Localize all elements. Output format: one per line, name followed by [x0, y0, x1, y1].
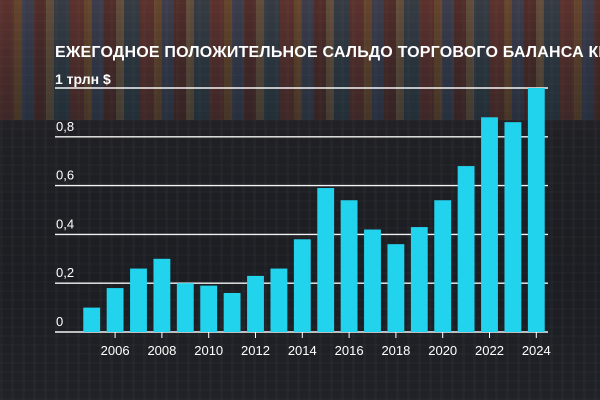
- bar: [340, 200, 358, 332]
- bars: [83, 88, 545, 332]
- bar: [153, 258, 171, 332]
- y-tick-label: 0,2: [56, 265, 74, 280]
- x-tick-label: 2006: [101, 343, 130, 358]
- bar: [223, 292, 241, 332]
- x-tick-label: 2018: [381, 343, 410, 358]
- bar: [481, 117, 498, 332]
- bar: [130, 268, 147, 332]
- x-tick-label: 2022: [475, 343, 504, 358]
- bar: [176, 283, 194, 332]
- y-tick-label: 0,4: [56, 216, 74, 231]
- x-tick-label: 2008: [147, 343, 176, 358]
- bar: [83, 307, 101, 332]
- x-tick-label: 2016: [335, 343, 364, 358]
- bar: [200, 285, 218, 332]
- bar: [410, 227, 428, 332]
- y-tick-label: 0: [56, 314, 63, 329]
- x-tick-label: 2012: [241, 343, 270, 358]
- x-tick-label: 2024: [522, 343, 551, 358]
- x-tick-labels: 2006 2008 2010 2012 2014 2016 2018 2020 2022 2024: [101, 332, 551, 358]
- bar: [434, 200, 452, 332]
- chart-title: ЕЖЕГОДНОЕ ПОЛОЖИТЕЛЬНОЕ САЛЬДО ТОРГОВОГО…: [55, 44, 600, 61]
- bar: [457, 166, 475, 332]
- bar: [364, 229, 381, 332]
- bar: [270, 268, 288, 332]
- bar: [527, 88, 545, 332]
- bar: [247, 275, 264, 332]
- y-tick-label: 0,8: [56, 119, 74, 134]
- bar: [106, 288, 124, 332]
- bar: [317, 188, 335, 332]
- y-axis-unit-label: 1 трлн $: [55, 71, 111, 87]
- x-tick-label: 2010: [194, 343, 223, 358]
- x-tick-label: 2020: [428, 343, 457, 358]
- bar: [387, 244, 405, 332]
- bar: [293, 239, 311, 332]
- y-tick-labels: 0 0,2 0,4 0,6 0,8: [56, 119, 74, 329]
- x-tick-label: 2014: [288, 343, 317, 358]
- bar: [504, 122, 522, 332]
- y-tick-label: 0,6: [56, 168, 74, 183]
